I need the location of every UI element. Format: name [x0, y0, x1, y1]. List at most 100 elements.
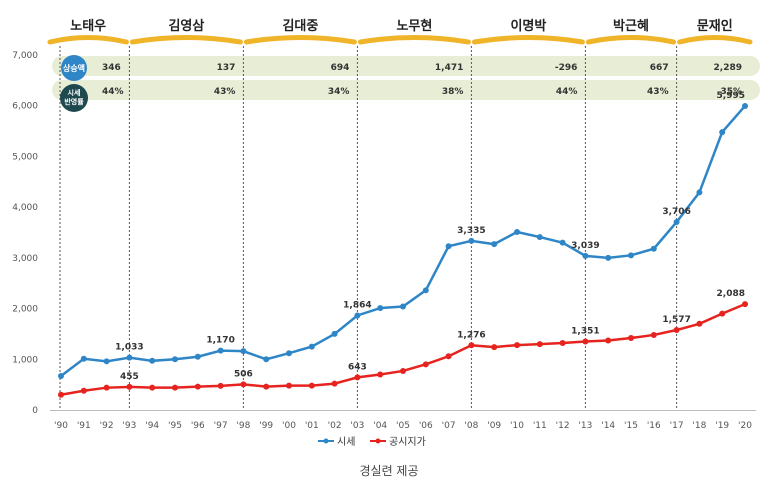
- data-point: [103, 384, 110, 391]
- rise-badge: [61, 55, 87, 81]
- data-point: [536, 234, 543, 241]
- data-point: [673, 219, 680, 226]
- data-label: 1,577: [662, 315, 690, 325]
- data-point: [559, 340, 566, 347]
- data-point: [422, 287, 429, 294]
- data-point: [80, 387, 87, 394]
- data-label: 1,351: [571, 326, 599, 336]
- president-name: 문재인: [697, 18, 733, 34]
- data-point: [559, 239, 566, 246]
- summary-rows: 346 44% 137 43% 694 34% 1,471 38% -296 44% 667 43% 2…: [52, 55, 760, 112]
- data-point: [742, 301, 748, 308]
- data-point: [696, 189, 703, 196]
- x-tick-label: '92: [100, 421, 114, 431]
- x-tick-label: '14: [601, 421, 615, 431]
- data-point: [263, 383, 270, 390]
- data-label: 3,706: [662, 207, 690, 217]
- president-name: 박근혜: [613, 18, 649, 34]
- x-tick-label: '08: [464, 421, 478, 431]
- data-point: [445, 243, 452, 250]
- data-point: [400, 303, 406, 310]
- ratio-value: 44%: [102, 87, 124, 97]
- rise-value: 667: [650, 63, 669, 73]
- x-tick-label: '93: [122, 421, 136, 431]
- data-point: [172, 384, 178, 391]
- x-tick-label: '13: [578, 421, 592, 431]
- x-tick-label: '99: [259, 421, 273, 431]
- ratio-value: 34%: [328, 87, 350, 97]
- axes: 0 1,000 2,000 3,000 4,000 5,000 6,000 7,000 '90 '…: [12, 51, 756, 431]
- x-tick-label: '18: [692, 421, 706, 431]
- data-label: 1,276: [457, 330, 485, 340]
- data-point: [58, 373, 64, 380]
- data-point: [194, 353, 201, 360]
- data-point: [58, 391, 64, 398]
- data-point: [217, 347, 224, 354]
- data-label: 1,033: [115, 343, 143, 353]
- x-tick-label: '91: [77, 421, 91, 431]
- data-point: [172, 356, 178, 363]
- ratio-value: 35%: [720, 87, 742, 97]
- data-point: [126, 354, 133, 361]
- rise-value: 1,471: [435, 63, 463, 73]
- data-label: 3,039: [571, 241, 599, 251]
- data-labels: 1,033 1,170 1,864 3,335 3,039 3,706 5,995 455 50…: [115, 91, 745, 382]
- data-label: 643: [348, 362, 367, 372]
- series: [58, 102, 748, 398]
- y-tick-label: 1,000: [12, 355, 38, 365]
- data-label: 455: [120, 372, 139, 382]
- data-point: [628, 252, 634, 259]
- president-name: 이명박: [510, 18, 546, 34]
- data-point: [582, 252, 589, 259]
- data-point: [149, 384, 156, 391]
- legend-label: 시세: [337, 436, 355, 448]
- rise-value: 137: [217, 63, 236, 73]
- data-point: [308, 343, 315, 350]
- x-tick-label: '03: [350, 421, 364, 431]
- y-tick-label: 0: [32, 406, 38, 416]
- legend-label: 공시지가: [389, 436, 426, 448]
- president-header-bar: [243, 35, 357, 45]
- data-point: [742, 102, 748, 109]
- data-point: [331, 330, 338, 337]
- data-point: [194, 383, 201, 390]
- president-name: 노태우: [70, 19, 106, 34]
- data-label: 5,995: [717, 91, 745, 101]
- data-point: [80, 355, 87, 362]
- source-caption: 경실련 제공: [359, 464, 419, 478]
- data-point: [719, 129, 726, 136]
- ratio-value: 43%: [647, 87, 669, 97]
- president-header-bar: [129, 35, 243, 45]
- president-name: 노무현: [396, 18, 432, 34]
- legend-marker: [375, 438, 381, 444]
- data-label: 506: [234, 369, 253, 379]
- president-name: 김영삼: [168, 18, 204, 34]
- y-tick-label: 5,000: [12, 152, 38, 162]
- rise-value: -296: [555, 63, 578, 73]
- ratio-badge-label: 반영률: [64, 97, 84, 106]
- data-point: [514, 228, 520, 235]
- x-tick-label: '09: [487, 421, 501, 431]
- data-point: [696, 320, 703, 327]
- data-point: [650, 331, 657, 338]
- series-line: [60, 302, 746, 397]
- x-tick-label: '12: [556, 421, 570, 431]
- x-tick-label: '07: [442, 421, 456, 431]
- data-point: [354, 312, 361, 319]
- data-point: [650, 245, 657, 252]
- data-point: [422, 361, 429, 368]
- legend: 시세 공시지가: [318, 436, 426, 448]
- president-header-bar: [357, 35, 471, 45]
- x-tick-label: '06: [419, 421, 433, 431]
- data-point: [400, 367, 406, 374]
- ratio-badge: [60, 84, 88, 112]
- x-tick-label: '02: [328, 421, 342, 431]
- y-tick-label: 2,000: [12, 305, 38, 315]
- x-tick-label: '95: [168, 421, 182, 431]
- ratio-row-band: [52, 80, 760, 100]
- data-point: [354, 374, 361, 381]
- president-header-bar: [677, 35, 753, 45]
- data-point: [286, 382, 292, 389]
- x-tick-label: '05: [396, 421, 410, 431]
- data-point: [468, 237, 475, 244]
